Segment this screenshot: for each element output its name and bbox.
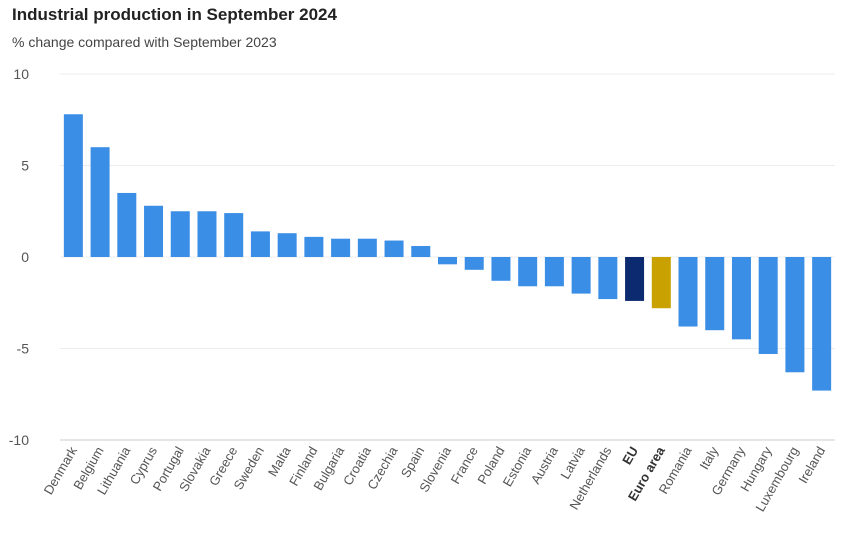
bar <box>518 257 538 287</box>
bar <box>812 257 832 391</box>
y-tick-label: -5 <box>17 341 30 357</box>
x-tick-label: Italy <box>696 444 721 473</box>
bar <box>544 257 564 287</box>
bars <box>63 114 832 391</box>
bar <box>651 257 671 309</box>
bar <box>170 211 190 257</box>
bar <box>197 211 217 257</box>
y-tick-label: 10 <box>13 66 29 82</box>
bar <box>357 238 377 257</box>
bar <box>464 257 484 270</box>
bar <box>758 257 778 354</box>
bar <box>678 257 698 327</box>
bar <box>117 192 137 257</box>
y-tick-label: -10 <box>9 432 29 448</box>
bar <box>224 213 244 257</box>
bar <box>331 238 351 257</box>
y-axis-ticks: 10 5 0 -5 -10 <box>9 66 29 448</box>
bar <box>571 257 591 294</box>
bar <box>144 205 164 257</box>
bar <box>411 246 431 257</box>
bar <box>63 114 83 257</box>
bar <box>731 257 751 340</box>
y-tick-label: 5 <box>21 158 29 174</box>
x-tick-label: EU <box>619 444 641 467</box>
bar <box>785 257 805 373</box>
bar <box>384 240 404 257</box>
bar <box>90 147 110 257</box>
bar <box>491 257 511 281</box>
x-axis-ticks: DenmarkBelgiumLithuaniaCyprusPortugalSlo… <box>41 443 829 514</box>
bar <box>438 257 457 265</box>
bar <box>705 257 725 331</box>
bar <box>598 257 618 300</box>
chart-subtitle: % change compared with September 2023 <box>12 34 277 50</box>
bar <box>304 236 324 257</box>
chart-title: Industrial production in September 2024 <box>12 5 337 24</box>
x-tick-label: Austria <box>528 443 562 486</box>
bar <box>625 257 645 301</box>
bar <box>277 233 297 257</box>
x-tick-label: Ireland <box>795 444 828 486</box>
x-tick-label: Denmark <box>41 444 81 498</box>
bar <box>250 231 270 257</box>
y-tick-label: 0 <box>21 249 29 265</box>
